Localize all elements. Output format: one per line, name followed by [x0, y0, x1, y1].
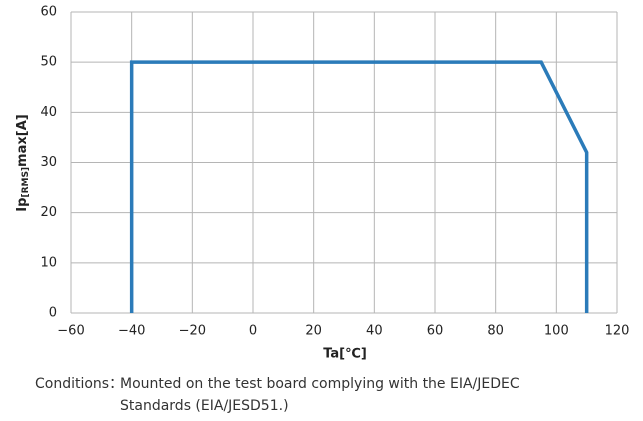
- x-tick-label: −60: [57, 324, 84, 339]
- y-tick-label: 10: [40, 255, 57, 270]
- note-head: Conditions：: [35, 376, 123, 392]
- series-line: [129, 60, 589, 313]
- x-tick-label: −40: [118, 324, 145, 339]
- y-tick-label: 60: [40, 5, 57, 20]
- y-tick-label: 30: [40, 155, 57, 170]
- x-tick-label: −20: [179, 324, 206, 339]
- note-line: Standards (EIA/JESD51.): [120, 398, 289, 414]
- x-tick-label: 120: [605, 324, 630, 339]
- x-tick-label: 20: [305, 324, 322, 339]
- note-line: Mounted on the test board complying with…: [120, 376, 520, 392]
- x-tick-label: 60: [427, 324, 444, 339]
- x-axis-label: Ta[℃]: [323, 347, 367, 362]
- x-tick-label: 40: [366, 324, 383, 339]
- x-tick-label: 80: [487, 324, 504, 339]
- x-tick-label: 100: [544, 324, 569, 339]
- y-tick-label: 0: [49, 306, 57, 321]
- y-axis-label: Ip[RMS]max[A]: [15, 114, 31, 211]
- y-label-sub: [RMS]: [21, 167, 31, 198]
- y-label-suffix: max[A]: [15, 114, 30, 167]
- y-label-main: Ip: [15, 198, 30, 212]
- y-tick-label: 40: [40, 105, 57, 120]
- x-tick-label: 0: [249, 324, 257, 339]
- y-tick-label: 50: [40, 55, 57, 70]
- y-tick-label: 20: [40, 205, 57, 220]
